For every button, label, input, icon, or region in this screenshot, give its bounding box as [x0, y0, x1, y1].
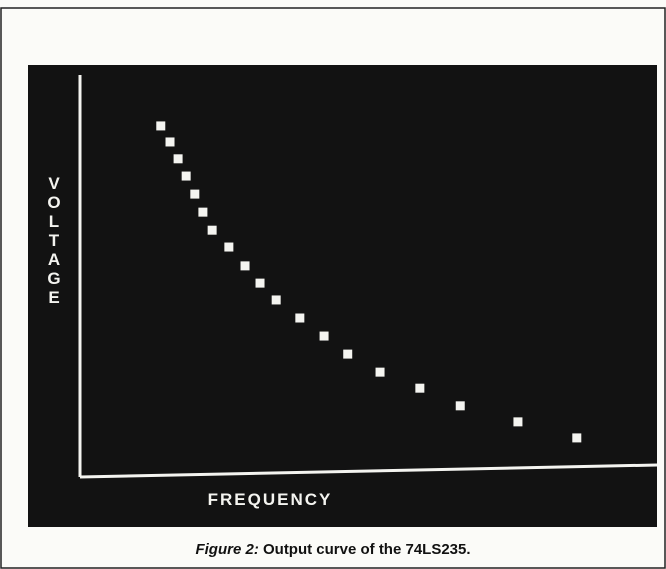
point [181, 171, 191, 181]
point [343, 349, 353, 359]
point [224, 242, 234, 252]
point [173, 154, 183, 164]
point [190, 189, 200, 199]
point [198, 207, 208, 217]
point [513, 417, 523, 427]
point [295, 313, 305, 323]
point [207, 225, 217, 235]
point [375, 367, 385, 377]
point [271, 295, 281, 305]
y-axis-label: VOLTAGE [45, 174, 64, 307]
screen [28, 65, 657, 527]
caption-label: Figure 2: [195, 541, 258, 558]
x-axis-label: FREQUENCY [208, 490, 333, 509]
x-axis [79, 463, 658, 479]
point [240, 261, 250, 271]
point [319, 331, 329, 341]
point [156, 121, 166, 131]
point [415, 383, 425, 393]
point [165, 137, 175, 147]
point [255, 278, 265, 288]
point [455, 401, 465, 411]
caption: Figure 2: Output curve of the 74LS235. [195, 541, 470, 558]
caption-text: Output curve of the 74LS235. [263, 541, 471, 558]
point [572, 433, 582, 443]
